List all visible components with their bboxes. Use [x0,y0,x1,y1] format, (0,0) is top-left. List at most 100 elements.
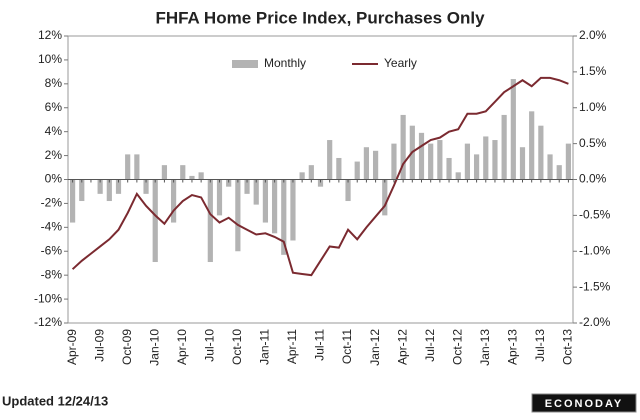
bar [235,179,241,252]
y-tick-label: -2% [41,196,63,210]
bar [363,147,370,180]
x-tick-label: Oct-11 [340,329,354,364]
bar [428,143,434,180]
y2-tick-label: -1.0% [579,243,611,257]
bar [336,157,342,180]
legend-label: Yearly [384,56,417,70]
y-tick-label: -10% [34,291,62,305]
bar [317,179,324,187]
x-tick-label: Jan-10 [147,329,161,366]
bar [253,179,259,205]
x-tick-label: Jan-13 [478,329,492,366]
bar [143,179,149,194]
bar [125,154,131,180]
legend-swatch [232,60,258,68]
x-tick-label: Jan-11 [258,329,272,365]
bar [180,165,186,180]
bar [299,172,305,180]
bar [216,179,223,216]
bar [170,179,177,223]
x-tick-label: Oct-10 [230,329,244,365]
x-tick-label: Apr-11 [285,329,299,364]
bar [290,179,296,241]
legend-label: Monthly [264,56,306,70]
bar [382,179,388,216]
y2-tick-label: -0.5% [579,208,611,222]
x-tick-label: Apr-10 [175,329,189,365]
x-tick-label: Jul-13 [533,329,547,362]
y-tick-label: 2% [45,148,63,162]
y-tick-label: -12% [34,315,62,329]
bar [547,154,553,180]
x-tick-label: Jul-11 [313,329,327,361]
x-tick-label: Apr-09 [65,329,79,365]
bar [391,143,397,180]
x-tick-label: Oct-09 [120,329,134,365]
y-tick-label: 10% [38,52,62,66]
y2-tick-label: 1.0% [579,100,607,114]
y2-tick-label: 0.0% [579,172,607,186]
bar [152,179,158,263]
bar [418,132,425,180]
bar [354,161,360,180]
x-tick-label: Oct-12 [450,329,464,365]
y2-tick-label: 2.0% [579,28,607,42]
logo: ECONODAY [545,398,624,410]
y2-tick-label: -2.0% [579,315,611,329]
x-tick-label: Jul-10 [202,329,216,362]
y2-tick-label: 1.5% [579,64,607,78]
bar [529,111,535,180]
bar [501,114,507,180]
bar [400,114,406,180]
bar [556,165,562,180]
bar [281,179,287,255]
bar [455,172,461,180]
bar [207,179,213,263]
y2-tick-label: -1.5% [579,279,611,293]
y2-tick-label: 0.5% [579,136,607,150]
bar [464,143,471,180]
y-tick-label: -8% [41,267,63,281]
bar [345,179,351,202]
bar [198,172,204,180]
x-tick-label: Apr-12 [395,329,409,365]
y-tick-label: -4% [41,220,63,234]
bar [483,136,489,180]
chart-title: FHFA Home Price Index, Purchases Only [155,8,485,27]
logo-box [531,393,637,413]
bar [106,179,112,202]
bar [69,179,76,223]
bar [115,179,122,194]
bar [565,143,572,180]
bar [134,154,140,180]
y-tick-label: 8% [45,76,63,90]
x-tick-label: Jul-12 [423,329,437,362]
line [71,76,569,277]
bar [262,179,269,223]
bar [189,175,195,180]
bar [226,179,232,187]
bar [244,179,250,194]
bar [510,79,516,180]
x-tick-label: Jan-12 [368,329,382,366]
y-tick-label: 0% [45,172,63,186]
footer: Updated 12/24/13 [2,393,108,408]
bar [97,179,103,194]
bar [161,165,168,180]
bar [437,140,443,180]
bar [492,140,498,180]
x-tick-label: Apr-13 [505,329,519,365]
bar [519,147,526,180]
x-tick-label: Jul-09 [92,329,106,362]
bar [372,150,379,180]
bar [308,165,314,180]
bar [538,125,544,180]
y-tick-label: 12% [38,28,62,42]
bar [446,157,452,180]
bar [473,154,480,180]
y-tick-label: 4% [45,124,63,138]
bar [271,179,278,234]
x-tick-label: Oct-13 [561,329,575,365]
bar [79,179,85,202]
